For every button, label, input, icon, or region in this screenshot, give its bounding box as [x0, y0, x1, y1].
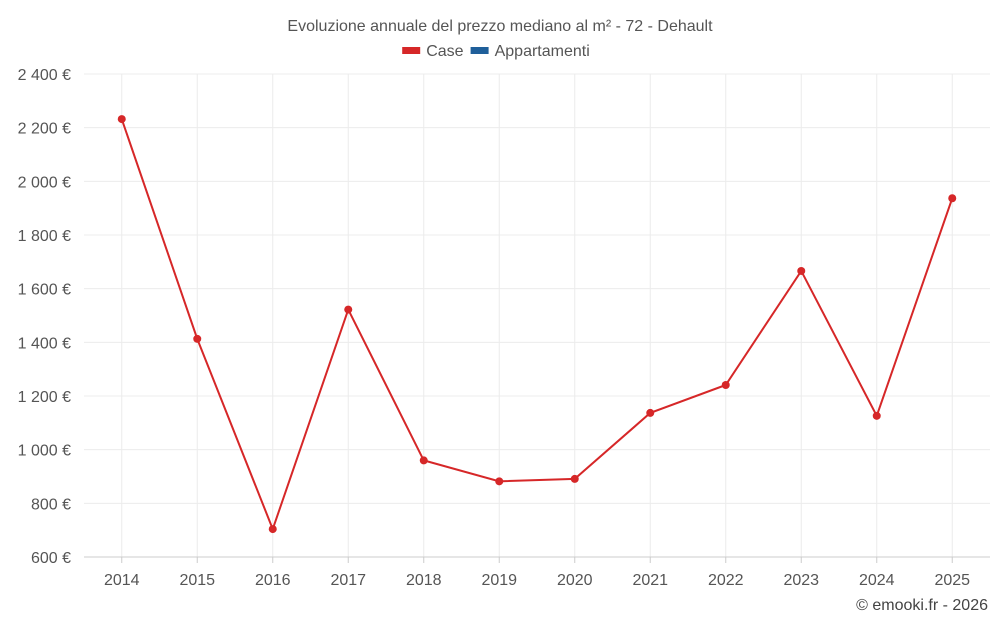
x-tick-label: 2025 — [934, 572, 970, 589]
data-point[interactable] — [495, 477, 504, 486]
data-point[interactable] — [721, 380, 730, 389]
y-tick-label: 2 200 € — [18, 121, 71, 138]
y-tick-label: 600 € — [31, 550, 71, 567]
x-tick-label: 2021 — [632, 572, 668, 589]
data-point[interactable] — [193, 334, 202, 343]
x-tick-label: 2024 — [859, 572, 895, 589]
x-tick-label: 2022 — [708, 572, 744, 589]
x-tick-label: 2020 — [557, 572, 593, 589]
data-point[interactable] — [268, 525, 277, 534]
y-tick-label: 2 400 € — [18, 67, 71, 84]
x-tick-label: 2018 — [406, 572, 442, 589]
x-tick-label: 2019 — [481, 572, 517, 589]
series-layer — [117, 115, 957, 534]
legend-swatch — [402, 47, 421, 54]
y-tick-label: 1 200 € — [18, 389, 71, 406]
x-tick-label: 2017 — [330, 572, 366, 589]
y-tick-label: 1 000 € — [18, 443, 71, 460]
x-tick-label: 2016 — [255, 572, 291, 589]
data-point[interactable] — [117, 115, 126, 124]
y-tick-label: 800 € — [31, 496, 71, 513]
legend-item-appartamenti[interactable]: Appartamenti — [470, 43, 590, 60]
data-point[interactable] — [419, 456, 428, 465]
legend[interactable]: Case Appartamenti — [402, 43, 590, 60]
y-tick-label: 1 400 € — [18, 335, 71, 352]
data-point[interactable] — [948, 194, 957, 203]
data-point[interactable] — [570, 474, 579, 483]
credit-text: © emooki.fr - 2026 — [856, 597, 988, 614]
data-point[interactable] — [344, 305, 353, 314]
x-tick-label: 2014 — [104, 572, 140, 589]
legend-swatch — [470, 47, 489, 54]
y-tick-label: 1 800 € — [18, 228, 71, 245]
chart-title: Evoluzione annuale del prezzo mediano al… — [287, 18, 713, 35]
x-tick-label: 2023 — [783, 572, 819, 589]
data-point[interactable] — [646, 408, 655, 417]
legend-label: Appartamenti — [495, 43, 590, 60]
y-tick-label: 1 600 € — [18, 282, 71, 299]
legend-label: Case — [426, 43, 463, 60]
data-point[interactable] — [872, 411, 881, 420]
axes: 600 € 800 € 1 000 € 1 200 € 1 400 € 1 600 € 1 … — [18, 67, 990, 589]
x-tick-label: 2015 — [179, 572, 215, 589]
y-tick-label: 2 000 € — [18, 174, 71, 191]
gridlines — [84, 73, 990, 557]
data-point[interactable] — [797, 266, 806, 275]
series-line-case — [120, 118, 954, 532]
legend-item-case[interactable]: Case — [402, 43, 464, 60]
